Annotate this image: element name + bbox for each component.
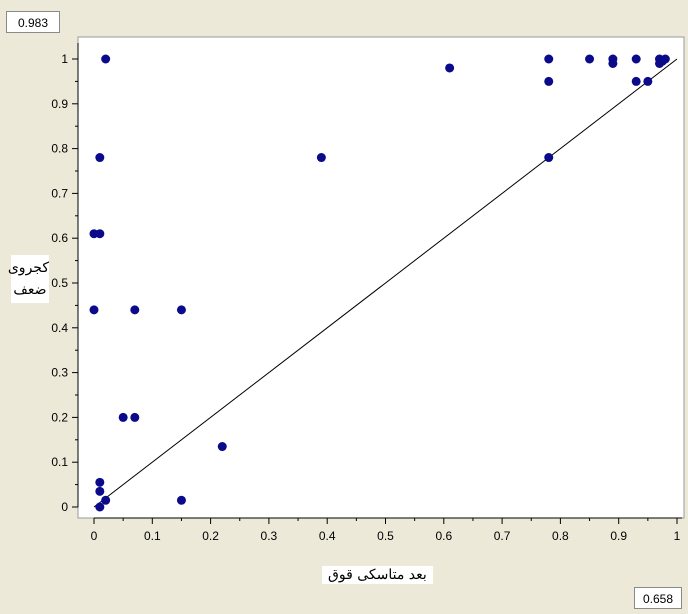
data-point [101, 495, 111, 505]
y-axis-title-line-1: کجروی [7, 260, 49, 276]
data-point [217, 442, 227, 452]
data-point [544, 76, 554, 86]
y-tick-label: 0.7 [51, 186, 68, 200]
y-tick-label: 0.1 [51, 455, 68, 469]
reference-line-layer [93, 58, 678, 508]
x-tick-label: 0.1 [144, 529, 161, 543]
x-axis-title: بعد متاسکی قوق [322, 566, 433, 584]
data-point [118, 412, 128, 422]
data-point [130, 305, 140, 315]
plot-area [77, 36, 685, 519]
data-point [101, 54, 111, 64]
data-point [95, 229, 105, 239]
y-tick-label: 0 [61, 500, 68, 514]
data-point [544, 54, 554, 64]
axes: 0 0.1 0.2 0.3 0.4 0.5 0.6 0.7 0.8 0.9 1 0 0.1 0.2 0.3 0… [51, 43, 682, 543]
y-tick-label: 1 [61, 52, 68, 66]
y-value-readout: 0.983 [6, 11, 60, 33]
x-tick-label: 0.3 [261, 529, 278, 543]
x-tick-label: 0.5 [377, 529, 394, 543]
y-tick-label: 0.8 [51, 142, 68, 156]
data-point [585, 54, 595, 64]
x-tick-label: 0.4 [319, 529, 336, 543]
data-point [95, 486, 105, 496]
y-tick-label: 0.2 [51, 410, 68, 424]
data-point [130, 412, 140, 422]
y-tick-label: 0.5 [51, 276, 68, 290]
data-point [631, 76, 641, 86]
x-value-readout: 0.658 [634, 587, 682, 609]
data-point [176, 495, 186, 505]
y-tick-label: 0.4 [51, 321, 68, 335]
data-point [316, 153, 326, 163]
y-tick-label: 0.9 [51, 97, 68, 111]
data-point [95, 502, 105, 512]
data-point [544, 153, 554, 163]
x-tick-label: 0.8 [552, 529, 569, 543]
data-point [176, 305, 186, 315]
reference-line [93, 58, 678, 508]
data-point [95, 477, 105, 487]
y-axis-title: کجروی ضعف [7, 255, 49, 303]
x-tick-label: 0.9 [610, 529, 627, 543]
data-point [95, 153, 105, 163]
x-tick-label: 1 [674, 529, 681, 543]
data-points [89, 54, 670, 512]
data-point [631, 54, 641, 64]
x-tick-label: 0.6 [435, 529, 452, 543]
x-tick-label: 0.7 [494, 529, 511, 543]
x-tick-label: 0.2 [202, 529, 219, 543]
y-tick-label: 0.3 [51, 366, 68, 380]
data-point [89, 305, 99, 315]
data-point [445, 63, 455, 73]
data-point [608, 58, 618, 68]
y-axis-title-line-2: ضعف [13, 282, 47, 298]
y-tick-label: 0.6 [51, 231, 68, 245]
x-tick-label: 0 [91, 529, 98, 543]
data-point [660, 54, 670, 64]
data-point [643, 76, 653, 86]
